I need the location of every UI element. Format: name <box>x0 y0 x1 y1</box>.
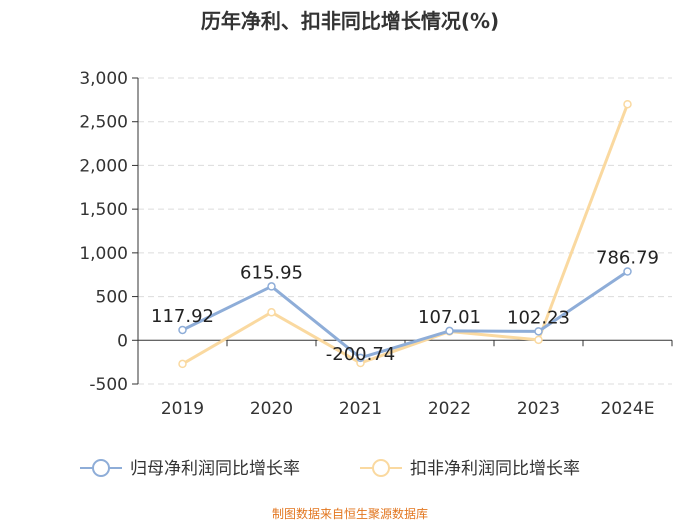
x-tick-label: 2024E <box>600 399 654 419</box>
series-line-0 <box>181 270 629 360</box>
data-label: 107.01 <box>418 307 481 328</box>
data-point[interactable] <box>267 308 276 317</box>
data-labels: 117.92 615.95 -200.74 107.01 102.23 786.79 <box>151 247 659 364</box>
chart-title: 历年净利、扣非同比增长情况(%) <box>201 9 499 33</box>
x-tick-label: 2021 <box>339 399 382 419</box>
y-tick-label: 1,500 <box>79 200 128 220</box>
data-point[interactable] <box>623 99 632 109</box>
series-line-1 <box>181 103 629 366</box>
x-tick-label: 2019 <box>161 399 204 419</box>
data-label: 615.95 <box>240 262 303 283</box>
y-tick-label: 1,000 <box>79 244 128 264</box>
gridlines <box>138 77 672 385</box>
y-tick-label: 0 <box>117 331 128 351</box>
x-tick-label: 2022 <box>428 399 471 419</box>
legend-item-1[interactable]: 扣非净利润同比增长率 <box>360 459 580 479</box>
y-tick-label: -500 <box>89 375 128 395</box>
data-label: -200.74 <box>326 344 395 365</box>
legend-marker <box>372 459 390 477</box>
legend-marker <box>92 459 110 477</box>
data-point[interactable] <box>445 326 454 336</box>
data-label: 786.79 <box>596 247 659 268</box>
data-point[interactable] <box>178 359 187 369</box>
y-tick-label: 2,500 <box>79 113 128 133</box>
legend-label: 归母净利润同比增长率 <box>130 459 300 479</box>
x-tick-label: 2020 <box>250 399 293 419</box>
axes: 3,000 2,500 2,000 1,500 1,000 500 0 -500 2019 202… <box>79 69 673 419</box>
data-point[interactable] <box>178 325 187 335</box>
y-tick-label: 3,000 <box>79 69 128 89</box>
data-label: 117.92 <box>151 306 214 327</box>
data-point[interactable] <box>267 282 276 291</box>
data-point[interactable] <box>623 267 632 276</box>
data-label: 102.23 <box>507 307 570 328</box>
data-point[interactable] <box>356 353 365 363</box>
legend[interactable]: 归母净利润同比增长率 扣非净利润同比增长率 <box>80 459 580 479</box>
legend-label: 扣非净利润同比增长率 <box>410 459 580 479</box>
x-tick-label: 2023 <box>517 399 560 419</box>
data-point[interactable] <box>534 335 543 345</box>
legend-item-0[interactable]: 归母净利润同比增长率 <box>80 459 300 479</box>
data-point[interactable] <box>534 327 543 336</box>
source-note: 制图数据来自恒生聚源数据库 <box>272 506 428 521</box>
y-tick-label: 500 <box>96 288 128 308</box>
y-tick-label: 2,000 <box>79 156 128 176</box>
series-layer <box>178 99 632 369</box>
